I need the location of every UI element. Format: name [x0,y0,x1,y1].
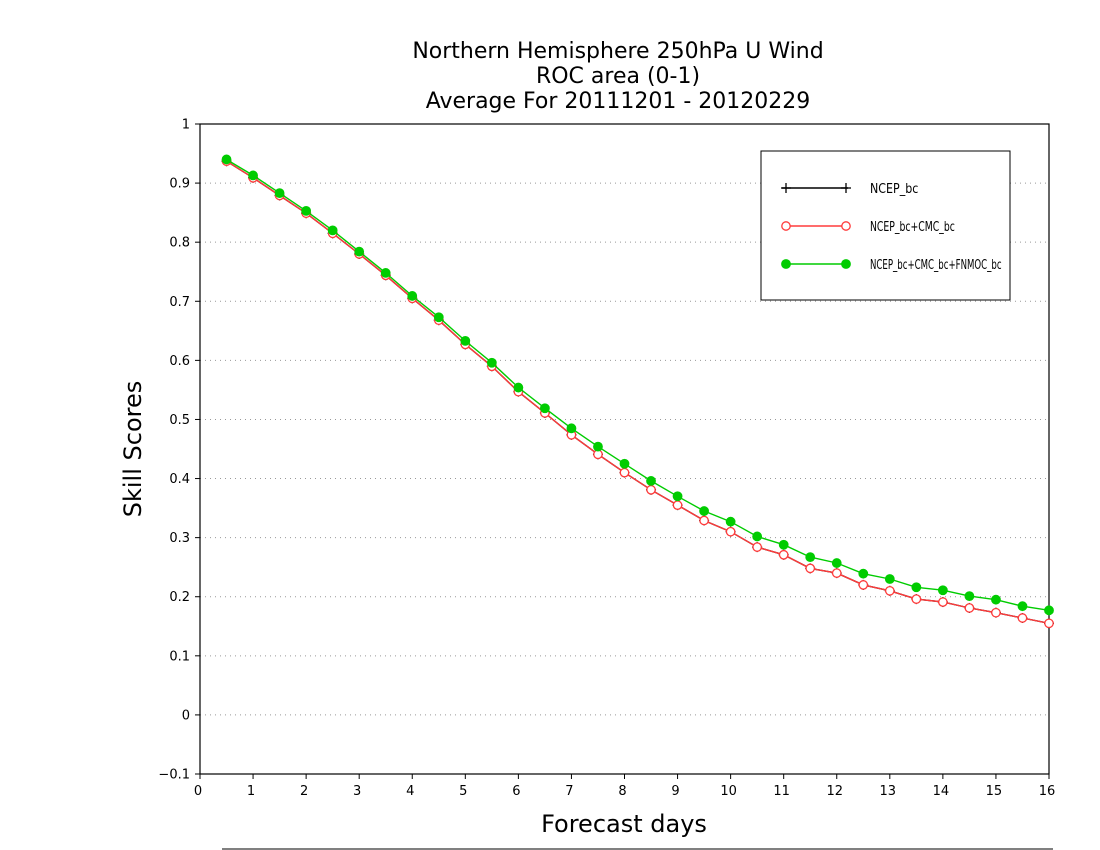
y-tick-label: 0.6 [169,354,190,369]
y-tick-label: 0.2 [169,590,190,605]
data-point [301,205,312,216]
y-tick-label: 0.8 [169,236,190,251]
data-point [407,291,418,301]
x-tick-label: 5 [459,784,467,799]
y-axis: −0.1 0 0.1 0.2 0.3 0.4 0.5 0.6 0.7 0.8 0.9 1 [158,118,200,783]
x-tick-label: 3 [353,784,361,799]
data-point [911,594,922,604]
y-tick-label: −0.1 [158,768,190,783]
data-point [964,603,975,613]
x-tick-label: 13 [880,784,897,799]
y-tick-label: 0 [182,708,190,723]
data-point [699,515,709,526]
data-point [858,580,869,590]
data-point [593,441,603,452]
legend-marker [781,259,791,269]
x-tick-label: 10 [720,784,737,799]
x-tick-label: 1 [247,784,255,799]
y-tick-label: 0.3 [169,531,190,546]
data-point [911,582,922,593]
y-tick-label: 0.5 [169,413,190,428]
y-tick-label: 0.7 [169,295,190,310]
x-tick-label: 9 [671,784,679,799]
y-tick-label: 0.1 [169,649,190,664]
data-point [566,423,577,434]
x-axis: 0 1 2 3 4 5 6 7 8 9 10 11 12 13 14 15 16 [194,774,1055,799]
x-axis-label: Forecast days [541,810,707,838]
legend-marker [781,183,791,193]
title-line-1: Northern Hemisphere 250hPa U Wind [412,39,823,64]
data-point [1044,618,1054,629]
legend-marker [841,183,851,193]
data-point [433,312,444,323]
data-point [884,585,895,596]
data-point [1017,613,1028,623]
series-layer [221,154,1054,629]
legend: NCEP_bc NCEP_bc+CMC_bc NCEP_bc+CMC_bc+FNMO… [760,150,1011,301]
legend-label: NCEP_bc [870,182,918,197]
title-line-2: ROC area (0-1) [536,64,700,89]
x-tick-label: 11 [773,784,790,799]
data-point [672,500,683,510]
x-tick-label: 12 [826,784,843,799]
y-tick-label: 1 [182,118,190,133]
data-point [221,154,232,165]
legend-label: NCEP_bc+CMC_bc [870,220,955,235]
data-point [778,549,789,560]
x-tick-label: 2 [300,784,308,799]
data-point [619,467,630,478]
data-point [672,491,683,502]
legend-label: NCEP_bc+CMC_bc+FNMOC_bc [870,258,1002,273]
data-point [1017,601,1028,612]
data-point [646,476,656,486]
legend-marker [841,259,851,269]
legend-marker [781,221,791,231]
data-point [884,574,895,584]
data-point [1044,605,1054,616]
data-point [248,170,258,181]
data-point [274,188,285,199]
data-point [646,484,656,495]
x-tick-label: 14 [933,784,950,799]
data-point [991,607,1001,618]
series-3 [221,154,1054,616]
y-tick-label: 0.9 [169,177,190,192]
x-tick-label: 16 [1039,784,1056,799]
data-point [327,225,338,236]
x-tick-label: 0 [194,784,202,799]
data-point [858,568,869,579]
data-point [831,568,842,578]
x-tick-label: 8 [618,784,626,799]
data-point [725,516,736,527]
data-point [964,591,975,602]
title-line-3: Average For 20111201 - 20120229 [426,89,811,114]
y-axis-label: Skill Scores [119,381,147,518]
data-point [725,526,736,537]
data-point [805,563,816,574]
data-point [540,403,550,414]
data-point [991,594,1001,605]
data-point [805,552,816,563]
x-tick-label: 6 [512,784,520,799]
x-tick-label: 15 [986,784,1003,799]
data-point [619,458,630,469]
data-point [460,335,471,346]
y-tick-label: 0.4 [169,472,190,487]
data-point [699,506,709,516]
data-point [937,585,948,596]
x-tick-label: 4 [406,784,414,799]
data-point [354,246,365,257]
data-point [513,382,524,393]
x-tick-label: 7 [565,784,573,799]
chart-title: Northern Hemisphere 250hPa U Wind ROC ar… [412,39,823,114]
data-point [752,542,763,552]
legend-marker [841,221,851,231]
data-point [486,357,497,368]
data-point [380,268,391,278]
data-point [778,539,789,550]
data-point [752,531,763,542]
data-point [938,597,948,607]
data-point [831,558,842,568]
